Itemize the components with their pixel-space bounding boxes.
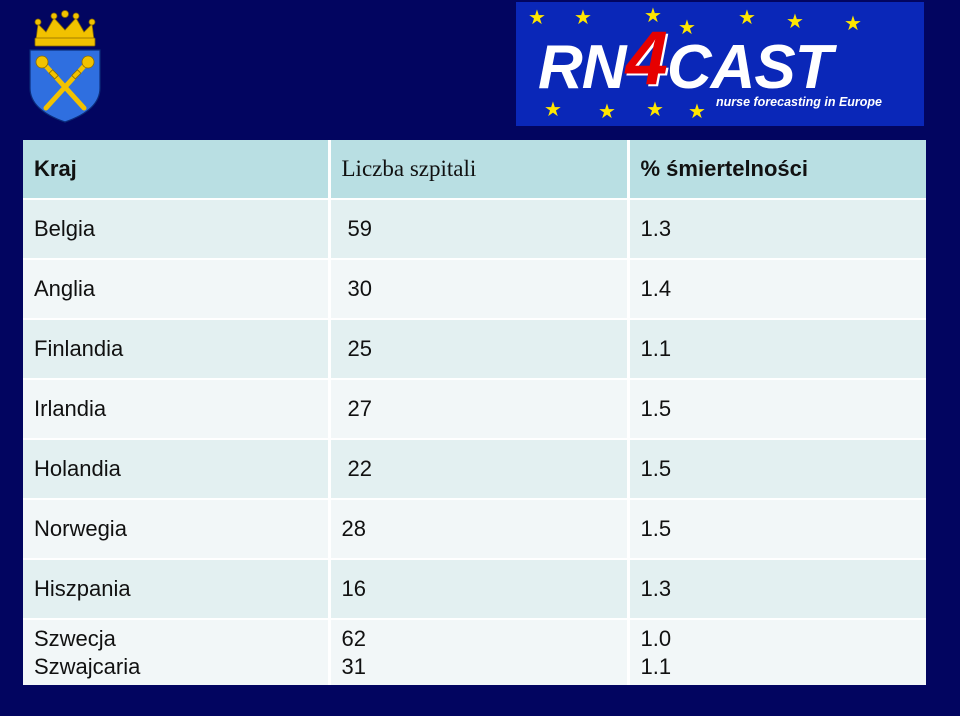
eu-star-icon: ★ [678, 17, 696, 39]
cell-hospital-count: 62 31 [329, 619, 630, 685]
cell-mortality: 1.3 [628, 199, 926, 260]
table-row: Norwegia 28 1.5 [23, 499, 926, 560]
header-country: Kraj [23, 140, 331, 200]
eu-star-icon: ★ [844, 13, 862, 35]
table-row: Anglia 30 1.4 [23, 259, 926, 320]
eu-star-icon: ★ [644, 5, 662, 27]
value: 30 [347, 276, 372, 301]
cell-mortality: 1.5 [628, 439, 926, 500]
header-mortality-percent: % śmiertelności [628, 140, 926, 200]
cell-country: Belgia [23, 199, 331, 260]
eu-star-icon: ★ [598, 101, 616, 123]
university-crest-icon [29, 10, 101, 123]
value: 59 [347, 216, 372, 241]
mortality-line: 1.1 [640, 653, 672, 679]
cell-hospital-count: 59 [329, 199, 630, 260]
cell-country: Irlandia [23, 379, 331, 440]
hospital-mortality-table: Kraj Liczba szpitali % śmiertelności Bel… [23, 140, 926, 685]
value: 27 [347, 396, 372, 421]
logo-rn: RN [538, 33, 627, 102]
eu-star-icon: ★ [544, 99, 562, 121]
country-line: Szwecja [34, 625, 116, 651]
table-header-row: Kraj Liczba szpitali % śmiertelności [23, 140, 926, 200]
cell-country: Hiszpania [23, 559, 331, 620]
table-row: Hiszpania 16 1.3 [23, 559, 926, 620]
cell-country: Norwegia [23, 499, 331, 560]
mortality-line: 1.0 [640, 625, 672, 651]
rn4cast-logo: ★ ★ ★ ★ ★ ★ ★ ★ ★ ★ ★ RN4CAST nurse fore… [516, 2, 924, 126]
cell-hospital-count: 28 [329, 499, 630, 560]
eu-star-icon: ★ [574, 7, 592, 29]
table-row: Belgia 59 1.3 [23, 199, 926, 260]
table-row: Finlandia 25 1.1 [23, 319, 926, 380]
cell-hospital-count: 30 [329, 259, 630, 320]
eu-star-icon: ★ [688, 101, 706, 123]
eu-star-icon: ★ [528, 7, 546, 29]
hospital-count-line: 62 [341, 625, 366, 651]
table-row: Irlandia 27 1.5 [23, 379, 926, 440]
logo-cast: CAST [666, 33, 833, 102]
hospital-count-line: 31 [341, 653, 366, 679]
header-hospital-count: Liczba szpitali [329, 140, 630, 200]
cell-mortality: 1.1 [628, 319, 926, 380]
cell-country: Finlandia [23, 319, 331, 380]
cell-hospital-count: 25 [329, 319, 630, 380]
cell-hospital-count: 27 [329, 379, 630, 440]
logo-tagline: nurse forecasting in Europe [716, 95, 883, 109]
cell-mortality: 1.5 [628, 499, 926, 560]
cell-hospital-count: 16 [329, 559, 630, 620]
eu-star-icon: ★ [646, 99, 664, 121]
logo-wordmark: RN4CAST [538, 21, 833, 102]
value: 25 [347, 336, 372, 361]
table-row: Holandia 22 1.5 [23, 439, 926, 500]
value: 22 [347, 456, 372, 481]
logo-four: 4 [625, 16, 668, 101]
table-row: Szwecja Szwajcaria 62 31 1.0 1.1 [23, 619, 926, 685]
cell-mortality: 1.3 [628, 559, 926, 620]
eu-star-icon: ★ [786, 11, 804, 33]
cell-mortality: 1.0 1.1 [628, 619, 926, 685]
country-line: Szwajcaria [34, 653, 141, 679]
cell-mortality: 1.5 [628, 379, 926, 440]
cell-country: Szwecja Szwajcaria [23, 619, 331, 685]
cell-hospital-count: 22 [329, 439, 630, 500]
eu-star-icon: ★ [738, 7, 756, 29]
cell-country: Anglia [23, 259, 331, 320]
cell-mortality: 1.4 [628, 259, 926, 320]
cell-country: Holandia [23, 439, 331, 500]
